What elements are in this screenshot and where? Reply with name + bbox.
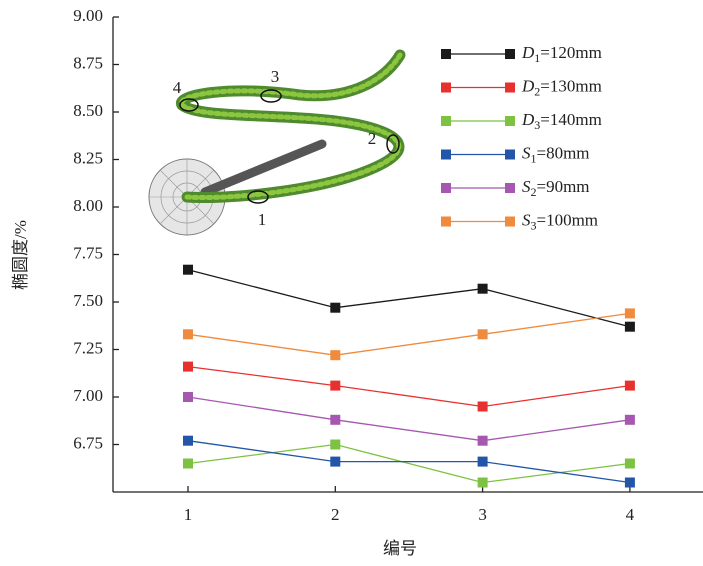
legend-marker (505, 116, 515, 126)
x-tick-label: 4 (626, 505, 635, 524)
y-tick-label: 8.50 (73, 101, 103, 120)
legend-marker (441, 49, 451, 59)
point-marker (478, 457, 488, 467)
chart: 1 2 3 4 编号 椭圆度/% 6.75 7.00 7.25 7.50 7.75 8.0… (0, 0, 703, 566)
legend-label: D2=130mm (521, 76, 602, 98)
legend-marker (505, 217, 515, 227)
point-marker (478, 478, 488, 488)
point-marker (625, 415, 635, 425)
series-line (188, 367, 630, 407)
y-tick-label: 7.75 (73, 243, 103, 262)
y-tick-label: 6.75 (73, 433, 103, 452)
legend-label: S3=100mm (522, 210, 598, 232)
inset-label: 2 (368, 129, 377, 148)
y-tick-label: 8.25 (73, 148, 103, 167)
x-tick-label: 1 (184, 505, 193, 524)
legend-marker (505, 83, 515, 93)
x-tick-label: 3 (478, 505, 487, 524)
y-tick-label: 8.00 (73, 196, 103, 215)
y-tick-label: 7.00 (73, 386, 103, 405)
x-tick-label: 2 (331, 505, 340, 524)
point-marker (330, 381, 340, 391)
point-marker (330, 350, 340, 360)
y-tick-label: 7.25 (73, 338, 103, 357)
y-axis-label: 椭圆度/% (11, 220, 30, 290)
series-line (188, 270, 630, 327)
inset-helix: 1 2 3 4 (149, 55, 400, 235)
legend-marker (441, 150, 451, 160)
point-marker (478, 402, 488, 412)
point-marker (478, 284, 488, 294)
legend-marker (441, 83, 451, 93)
x-axis-label: 编号 (383, 539, 417, 558)
legend-label: D1=120mm (521, 43, 602, 65)
y-tick-label: 9.00 (73, 6, 103, 25)
legend-marker (441, 217, 451, 227)
legend-label: S1=80mm (522, 143, 590, 165)
inset-label: 3 (271, 67, 280, 86)
legend-marker (505, 150, 515, 160)
legend-marker (441, 183, 451, 193)
point-marker (183, 459, 193, 469)
y-tick-label: 8.75 (73, 53, 103, 72)
point-marker (330, 303, 340, 313)
point-marker (625, 308, 635, 318)
point-marker (330, 415, 340, 425)
point-marker (330, 457, 340, 467)
series-line (188, 313, 630, 355)
point-marker (625, 322, 635, 332)
series-line (188, 397, 630, 441)
series-line (188, 441, 630, 483)
inset-label: 4 (173, 78, 182, 97)
point-marker (625, 478, 635, 488)
point-marker (183, 329, 193, 339)
legend-marker (505, 183, 515, 193)
point-marker (183, 265, 193, 275)
legend-label: S2=90mm (522, 177, 590, 199)
inset-label: 1 (258, 210, 267, 229)
legend-label: D3=140mm (521, 110, 602, 132)
point-marker (183, 436, 193, 446)
point-marker (183, 392, 193, 402)
point-marker (330, 440, 340, 450)
y-tick-label: 7.50 (73, 291, 103, 310)
point-marker (625, 381, 635, 391)
point-marker (478, 436, 488, 446)
point-marker (183, 362, 193, 372)
legend-marker (505, 49, 515, 59)
point-marker (625, 459, 635, 469)
point-marker (478, 329, 488, 339)
legend-marker (441, 116, 451, 126)
